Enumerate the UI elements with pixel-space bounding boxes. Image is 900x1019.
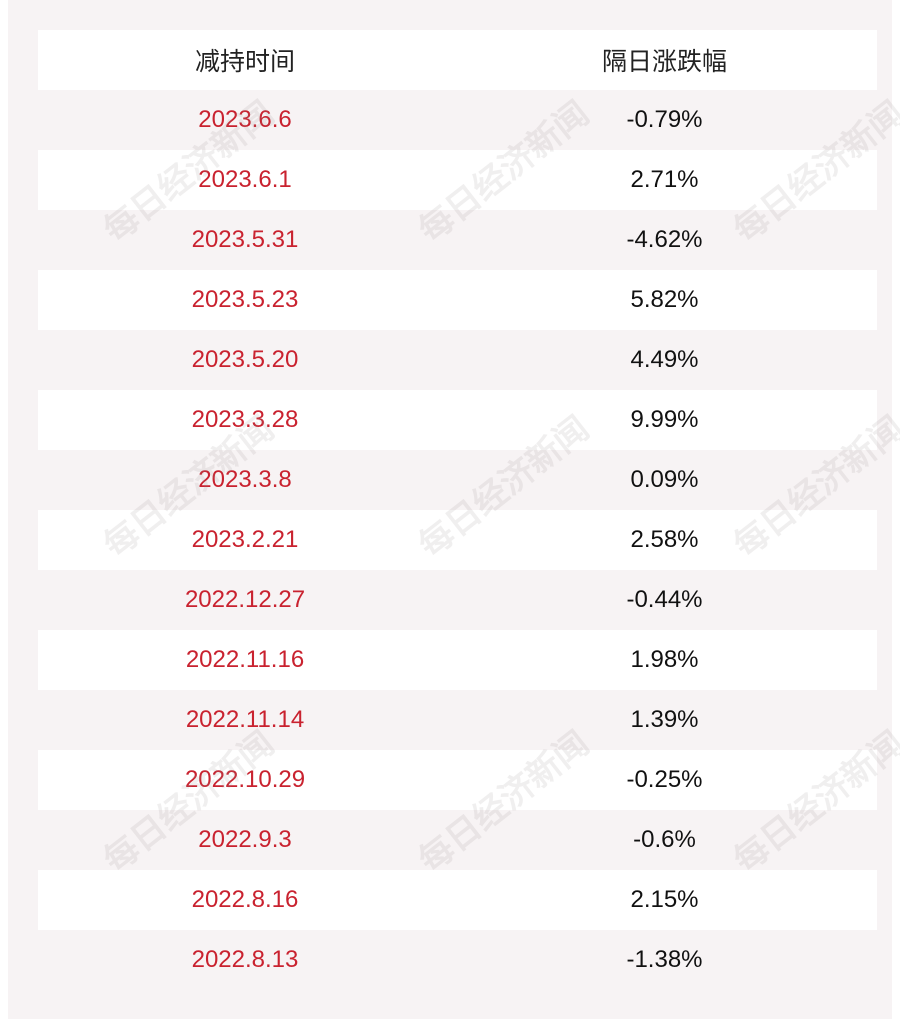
table-row: 2023.2.21 2.58% xyxy=(38,510,877,570)
header-change: 隔日涨跌幅 xyxy=(601,48,727,76)
change-cell: 9.99% xyxy=(630,406,699,433)
date-cell: 2022.8.13 xyxy=(191,946,299,973)
change-cell: -4.62% xyxy=(626,226,703,253)
change-cell: 2.58% xyxy=(630,526,699,553)
header-date: 减持时间 xyxy=(194,48,295,76)
change-cell: 4.49% xyxy=(630,346,699,373)
table-row: 2022.10.29 -0.25% xyxy=(38,750,877,810)
table-header-row: 减持时间 隔日涨跌幅 xyxy=(38,30,877,90)
date-cell: 2023.5.31 xyxy=(191,226,299,253)
table-row: 2023.6.6 -0.79% xyxy=(38,90,877,150)
table-row: 2023.3.28 9.99% xyxy=(38,390,877,450)
change-cell: 1.39% xyxy=(630,706,699,733)
date-cell: 2022.9.3 xyxy=(198,826,292,853)
change-cell: -0.79% xyxy=(626,106,703,133)
table-row: 2023.5.31 -4.62% xyxy=(38,210,877,270)
date-cell: 2022.11.16 xyxy=(185,646,305,673)
date-cell: 2023.2.21 xyxy=(191,526,299,553)
table-row: 2023.5.23 5.82% xyxy=(38,270,877,330)
change-cell: 5.82% xyxy=(630,286,699,313)
table-row: 2023.3.8 0.09% xyxy=(38,450,877,510)
table-row: 2023.5.20 4.49% xyxy=(38,330,877,390)
change-cell: -0.44% xyxy=(626,586,703,613)
date-cell: 2022.8.16 xyxy=(191,886,299,913)
table-row: 2022.12.27 -0.44% xyxy=(38,570,877,630)
date-cell: 2023.6.1 xyxy=(198,166,292,193)
change-cell: 0.09% xyxy=(630,466,699,493)
change-cell: 2.15% xyxy=(630,886,699,913)
change-cell: -0.6% xyxy=(633,826,696,853)
table-row: 2023.6.1 2.71% xyxy=(38,150,877,210)
change-cell: -0.25% xyxy=(626,766,703,793)
date-cell: 2022.11.14 xyxy=(185,706,305,733)
date-cell: 2022.10.29 xyxy=(184,766,306,793)
reduction-table: 减持时间 隔日涨跌幅 2023.6.6 -0.79% 2023.6.1 2.71% 20… xyxy=(38,30,877,990)
date-cell: 2023.5.20 xyxy=(191,346,299,373)
date-cell: 2022.12.27 xyxy=(184,586,306,613)
date-cell: 2023.5.23 xyxy=(191,286,299,313)
table-row: 2022.9.3 -0.6% xyxy=(38,810,877,870)
change-cell: -1.38% xyxy=(626,946,703,973)
change-cell: 2.71% xyxy=(630,166,699,193)
table-row: 2022.8.13 -1.38% xyxy=(38,930,877,990)
table-row: 2022.11.14 1.39% xyxy=(38,690,877,750)
date-cell: 2023.3.8 xyxy=(198,466,292,493)
table-row: 2022.8.16 2.15% xyxy=(38,870,877,930)
date-cell: 2023.3.28 xyxy=(191,406,299,433)
date-cell: 2023.6.6 xyxy=(198,106,292,133)
table-row: 2022.11.16 1.98% xyxy=(38,630,877,690)
change-cell: 1.98% xyxy=(630,646,699,673)
